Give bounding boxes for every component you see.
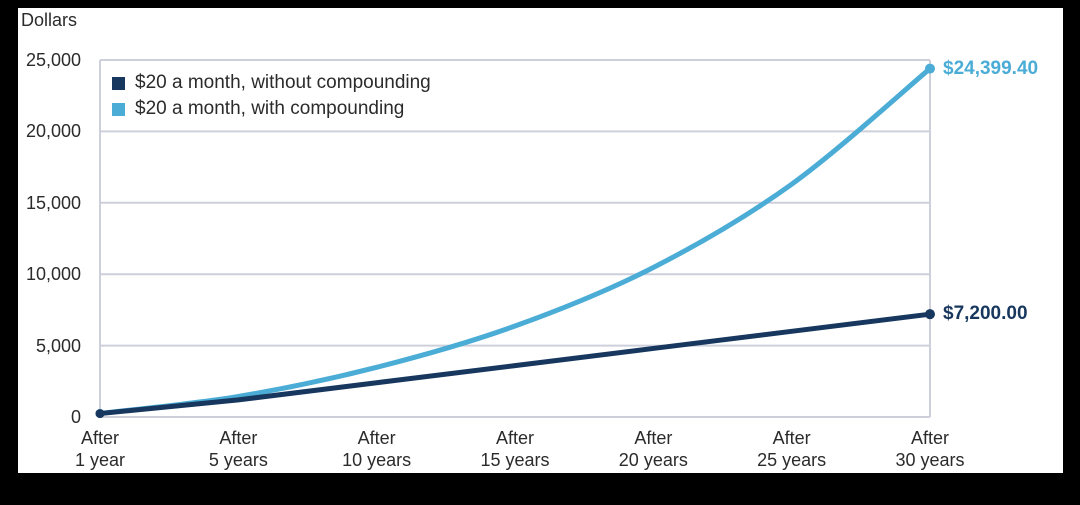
legend-item: $20 a month, with compounding xyxy=(112,96,431,122)
y-axis-tick-label: 20,000 xyxy=(25,121,81,142)
x-axis-tick-label: After 1 year xyxy=(74,428,126,470)
legend-label: $20 a month, without compounding xyxy=(135,72,431,93)
series-line--20-a-month-without-compounding xyxy=(97,311,933,417)
y-axis-unit-label: Dollars xyxy=(21,10,78,30)
x-axis-tick-label: After 15 years xyxy=(480,428,550,470)
y-axis-tick-label: 10,000 xyxy=(25,264,81,285)
data-point-end--20-a-month-with-compounding xyxy=(925,63,935,74)
y-axis-tick-label: 5,000 xyxy=(35,335,81,356)
plot-area xyxy=(95,59,935,419)
legend: $20 a month, without compounding $20 a mo… xyxy=(112,70,431,122)
y-axis-tick-label: 25,000 xyxy=(25,50,81,70)
data-point-start--20-a-month-without-compounding xyxy=(95,409,105,419)
series-end-value-label: $24,399.40 xyxy=(943,57,1039,79)
legend-item: $20 a month, without compounding xyxy=(112,70,431,96)
y-axis-tick-label: 0 xyxy=(70,407,81,427)
legend-label: $20 a month, with compounding xyxy=(135,98,405,119)
y-axis-tick-label: 15,000 xyxy=(25,192,81,213)
data-point-end--20-a-month-without-compounding xyxy=(925,309,935,320)
series-line--20-a-month-with-compounding xyxy=(97,66,933,416)
x-axis-tick-label: After 20 years xyxy=(618,428,688,470)
x-axis-tick-label: After 25 years xyxy=(757,428,827,470)
legend-swatch-icon xyxy=(112,76,125,90)
legend-swatch-icon xyxy=(112,102,125,116)
series-end-value-label: $7,200.00 xyxy=(943,303,1028,325)
chart-panel: Dollars 25,000 20,000 15,000 10,000 5,000 0 $… xyxy=(18,8,1063,473)
x-axis-tick-label: After 5 years xyxy=(208,428,268,470)
x-axis-tick-label: After 10 years xyxy=(342,428,412,470)
x-axis-tick-label: After 30 years xyxy=(895,428,965,470)
